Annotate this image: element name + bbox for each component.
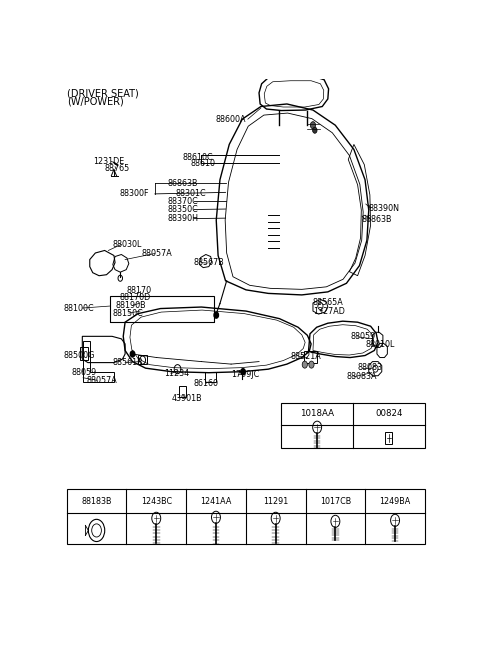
Text: 88300F: 88300F: [120, 190, 149, 198]
Text: 88170: 88170: [127, 287, 152, 295]
Text: 86160: 86160: [194, 379, 219, 388]
Text: 88057A: 88057A: [86, 376, 117, 385]
Text: 88565A: 88565A: [313, 298, 344, 308]
Text: 88561B: 88561B: [112, 358, 143, 367]
Circle shape: [311, 121, 315, 129]
Text: 00824: 00824: [375, 409, 403, 419]
Text: 88567B: 88567B: [194, 258, 225, 267]
Text: 88083: 88083: [358, 363, 383, 372]
Bar: [67, 489, 425, 544]
Text: 88350C: 88350C: [168, 205, 199, 214]
Bar: [81, 348, 88, 360]
Text: (W/POWER): (W/POWER): [67, 96, 124, 106]
Circle shape: [241, 369, 245, 375]
Text: 88083A: 88083A: [347, 372, 377, 381]
Text: 88765: 88765: [105, 164, 130, 173]
Bar: [179, 386, 186, 397]
Text: 88521A: 88521A: [290, 352, 322, 361]
Text: (DRIVER SEAT): (DRIVER SEAT): [67, 89, 139, 99]
Text: 88057A: 88057A: [142, 249, 173, 258]
Bar: [110, 296, 215, 322]
Text: 88059: 88059: [350, 333, 375, 341]
Text: 1799JC: 1799JC: [231, 370, 259, 379]
Bar: [205, 372, 216, 382]
Text: 1017CB: 1017CB: [320, 497, 351, 506]
Text: 88600A: 88600A: [216, 115, 246, 123]
Bar: [138, 355, 147, 364]
Text: 88183B: 88183B: [81, 497, 112, 506]
Circle shape: [130, 351, 135, 357]
Text: 1018AA: 1018AA: [300, 409, 334, 419]
Text: 88170D: 88170D: [120, 293, 151, 302]
Text: 86863B: 86863B: [361, 215, 392, 224]
Text: 88500G: 88500G: [64, 350, 95, 359]
Circle shape: [214, 312, 218, 318]
Text: 88301C: 88301C: [175, 190, 206, 198]
Text: 88390H: 88390H: [168, 214, 199, 223]
Bar: [304, 352, 317, 363]
Circle shape: [312, 127, 317, 133]
Text: 88610C: 88610C: [183, 152, 214, 161]
Text: 88190B: 88190B: [116, 301, 146, 310]
Text: 86863B: 86863B: [168, 179, 198, 188]
Circle shape: [309, 361, 314, 368]
Text: 88390N: 88390N: [369, 203, 400, 213]
Bar: [385, 432, 393, 444]
Circle shape: [302, 361, 307, 368]
Text: 1243BC: 1243BC: [141, 497, 172, 506]
Text: 88059: 88059: [71, 368, 96, 377]
Text: 11234: 11234: [164, 369, 189, 379]
Text: 88100C: 88100C: [64, 304, 95, 312]
Text: 1327AD: 1327AD: [313, 306, 345, 316]
Text: 1241AA: 1241AA: [200, 497, 232, 506]
Text: 88610: 88610: [190, 159, 215, 168]
Text: 88150C: 88150C: [112, 308, 143, 318]
Text: 11291: 11291: [263, 497, 288, 506]
Text: 88030L: 88030L: [112, 240, 142, 249]
Text: 43901B: 43901B: [172, 394, 202, 403]
Text: 88370C: 88370C: [168, 197, 199, 206]
Text: 1231DE: 1231DE: [94, 157, 125, 166]
Text: 88010L: 88010L: [365, 340, 395, 349]
Bar: [281, 403, 425, 449]
Text: 1249BA: 1249BA: [380, 497, 411, 506]
